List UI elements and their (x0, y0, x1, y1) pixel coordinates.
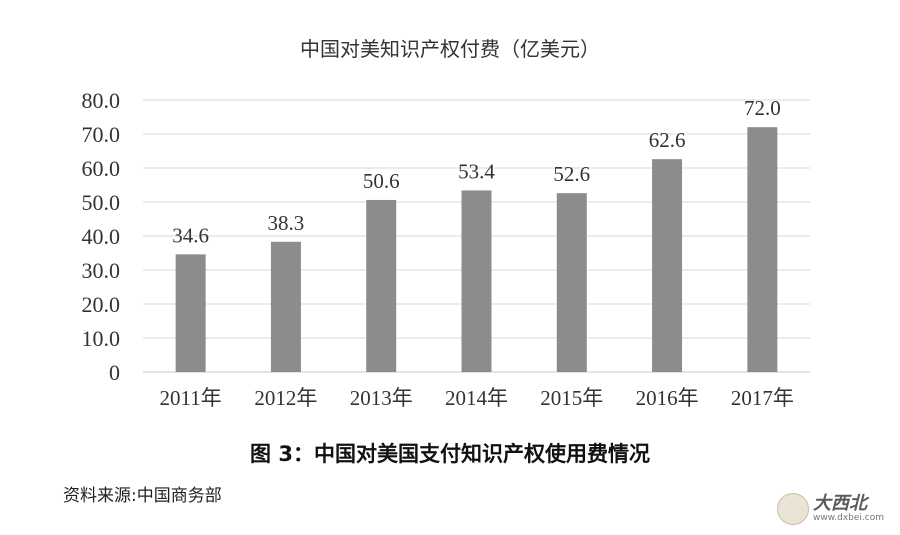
data-label: 50.6 (363, 169, 400, 193)
x-tick-label: 2015年 (540, 386, 603, 410)
x-tick-label: 2012年 (254, 386, 317, 410)
bar-2017年 (747, 127, 778, 372)
data-label: 38.3 (268, 211, 305, 235)
emblem-icon (777, 493, 809, 525)
y-tick-label: 70.0 (82, 122, 121, 147)
y-tick-label: 40.0 (82, 224, 121, 249)
bar-chart: 中国对美知识产权付费（亿美元） 0 10.0 20.0 30.0 40.0 50.0 60.… (82, 37, 810, 410)
y-tick-label: 20.0 (82, 292, 121, 317)
data-label: 62.6 (649, 128, 686, 152)
data-labels: 34.6 38.3 50.6 53.4 52.6 62.6 72.0 (172, 96, 780, 247)
x-axis-ticks: 2011年 2012年 2013年 2014年 2015年 2016年 2017年 (160, 386, 794, 410)
bar-2013年 (366, 199, 397, 372)
bars (175, 127, 778, 372)
watermark-url: www.dxbei.com (813, 513, 884, 523)
x-tick-label: 2011年 (160, 386, 222, 410)
y-tick-label: 80.0 (82, 88, 121, 113)
bar-2012年 (270, 241, 301, 372)
source-note: 资料来源:中国商务部 (63, 486, 222, 506)
bar-2011年 (175, 254, 206, 372)
watermark-logo: 大西北 (813, 493, 867, 514)
y-tick-label: 30.0 (82, 258, 121, 283)
y-tick-label: 60.0 (82, 156, 121, 181)
x-tick-label: 2013年 (350, 386, 413, 410)
y-tick-label: 10.0 (82, 326, 121, 351)
y-tick-label: 50.0 (82, 190, 121, 215)
data-label: 52.6 (553, 162, 590, 186)
x-tick-label: 2014年 (445, 386, 508, 410)
y-axis-ticks: 0 10.0 20.0 30.0 40.0 50.0 60.0 70.0 80.0 (82, 88, 121, 385)
data-label: 34.6 (172, 223, 209, 247)
x-tick-label: 2017年 (731, 386, 794, 410)
bar-2014年 (461, 190, 492, 372)
bar-2016年 (652, 159, 683, 372)
y-tick-label: 0 (109, 360, 120, 385)
figure-caption: 图 3：中国对美国支付知识产权使用费情况 (250, 442, 650, 466)
data-label: 53.4 (458, 159, 495, 183)
chart-title: 中国对美知识产权付费（亿美元） (300, 37, 600, 61)
bar-2015年 (556, 193, 587, 372)
data-label: 72.0 (744, 96, 781, 120)
watermark: 大西北 www.dxbei.com (777, 493, 884, 525)
x-tick-label: 2016年 (636, 386, 699, 410)
